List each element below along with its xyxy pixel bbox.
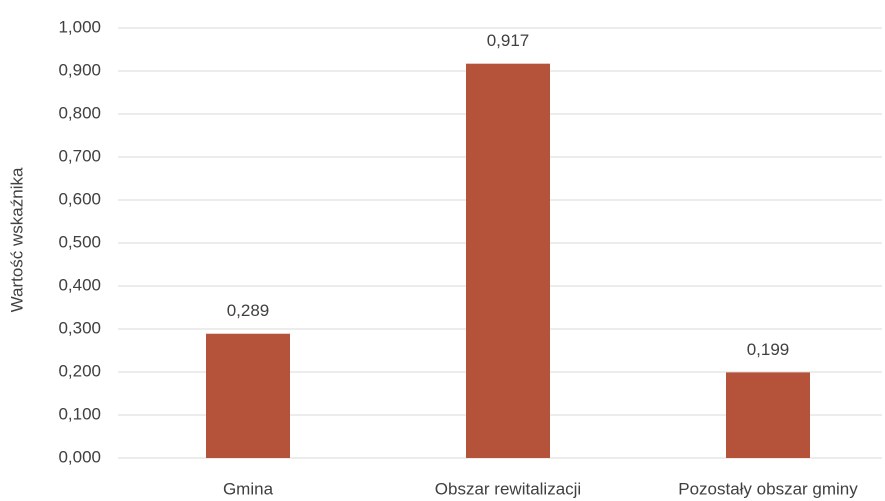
y-tick-label: 0,200	[58, 361, 101, 380]
y-tick-label: 0,400	[58, 275, 101, 294]
y-tick-label: 0,300	[58, 318, 101, 337]
y-tick-label: 1,000	[58, 17, 101, 36]
value-label: 0,199	[747, 340, 790, 359]
y-tick-label: 0,700	[58, 146, 101, 165]
y-tick-label: 0,500	[58, 232, 101, 251]
x-tick-label: Pozostały obszar gminy	[678, 479, 858, 498]
value-label: 0,289	[227, 301, 270, 320]
y-tick-label: 0,900	[58, 60, 101, 79]
y-axis-title: Wartość wskaźnika	[7, 167, 26, 312]
y-tick-label: 0,800	[58, 103, 101, 122]
x-tick-label: Gmina	[223, 479, 274, 498]
x-tick-label: Obszar rewitalizacji	[435, 479, 581, 498]
bar	[726, 372, 810, 458]
bar	[466, 63, 550, 458]
y-tick-label: 0,100	[58, 404, 101, 423]
value-label: 0,917	[487, 31, 530, 50]
y-tick-label: 0,000	[58, 447, 101, 466]
bar	[206, 333, 290, 458]
y-tick-label: 0,600	[58, 189, 101, 208]
